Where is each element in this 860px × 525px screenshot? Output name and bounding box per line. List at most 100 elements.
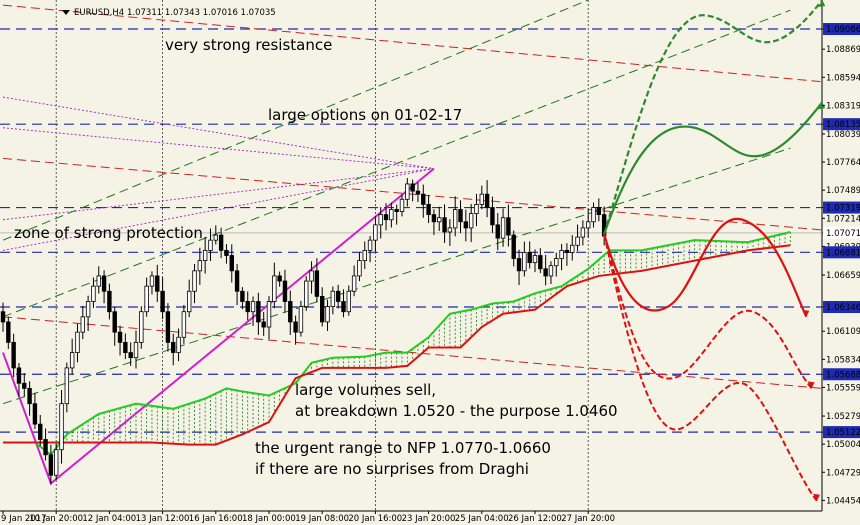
forecast-arrow-icon xyxy=(812,493,820,501)
channel-line-green xyxy=(2,0,589,241)
symbol-label: EURUSD,H4 xyxy=(74,8,124,18)
price-label: 1.05279 xyxy=(826,412,860,422)
forecast-green-solid xyxy=(603,101,824,235)
candle-body xyxy=(495,224,500,239)
candle-body xyxy=(511,234,516,259)
candle-body xyxy=(516,258,522,272)
candle-body xyxy=(11,341,16,369)
candle-body xyxy=(75,331,80,353)
price-label: 1.06346 xyxy=(826,303,860,313)
price-label: 1.06659 xyxy=(826,271,860,281)
candle-body xyxy=(213,234,218,241)
candle-body xyxy=(580,227,586,238)
candle-body xyxy=(591,207,596,223)
candle-body xyxy=(155,275,160,292)
price-label: 1.05688 xyxy=(826,370,860,380)
forecast-red-dashed-2 xyxy=(603,233,818,502)
price-highlight-box xyxy=(823,118,860,131)
candle-body xyxy=(181,311,187,338)
time-label: 18 Jan 00:00 xyxy=(242,514,296,524)
candle-body xyxy=(431,214,437,223)
candle-body xyxy=(532,255,538,264)
price-label: 1.04729 xyxy=(826,468,860,478)
candle-body xyxy=(101,275,107,292)
price-highlight-box xyxy=(823,368,860,381)
candle-body xyxy=(54,449,59,476)
candle-body xyxy=(192,270,197,292)
candle-body xyxy=(575,236,580,246)
candle-body xyxy=(16,367,22,384)
dropdown-arrow-icon[interactable] xyxy=(62,10,70,15)
time-label: 9 Jan 2017 xyxy=(1,514,47,524)
candle-body xyxy=(426,203,431,216)
price-highlight-box xyxy=(823,201,860,214)
time-label: 19 Jan 08:00 xyxy=(295,514,349,524)
candle-body xyxy=(474,203,479,214)
price-label: 1.06881 xyxy=(826,248,860,258)
candle-body xyxy=(335,290,341,302)
pitchfork-line xyxy=(2,127,434,170)
price-label: 1.09066 xyxy=(826,25,860,35)
price-label: 1.04454 xyxy=(826,496,860,506)
candle-body xyxy=(559,249,564,259)
candle-body xyxy=(500,217,506,239)
candle-body xyxy=(160,290,165,313)
candle-body xyxy=(351,275,357,292)
candle-body xyxy=(112,311,117,333)
candle-body xyxy=(59,403,64,451)
candle-body xyxy=(240,290,245,302)
candle-body xyxy=(176,336,181,353)
time-label: 16 Jan 16:00 xyxy=(189,514,243,524)
candle-body xyxy=(234,270,240,292)
candle-body xyxy=(107,290,112,313)
candle-body xyxy=(261,321,266,328)
candle-body xyxy=(229,255,234,272)
annotation-urgent-line2: if there are no surprises from Draghi xyxy=(255,460,529,478)
price-label: 1.05122 xyxy=(826,428,860,438)
candle-body xyxy=(272,275,277,302)
candle-body xyxy=(543,268,548,277)
candle-body xyxy=(256,301,261,323)
candle-body xyxy=(32,403,38,425)
candle-body xyxy=(22,382,27,389)
candle-body xyxy=(548,265,554,277)
candle-body xyxy=(554,258,559,267)
candle-body xyxy=(245,301,250,313)
pitchfork-line xyxy=(2,168,435,251)
candle-body xyxy=(389,209,394,221)
price-label: 1.06109 xyxy=(826,327,860,337)
candle-body xyxy=(293,321,298,333)
annotation-urgent-line1: the urgent range to NFP 1.0770-1.0660 xyxy=(255,439,551,457)
candle-body xyxy=(346,290,351,313)
candle-body xyxy=(415,190,421,195)
candle-body xyxy=(171,341,176,353)
candle-body xyxy=(522,252,527,272)
candle-body xyxy=(165,311,171,343)
forecast-arrow-icon xyxy=(807,381,815,389)
price-label: 1.05559 xyxy=(826,383,860,393)
price-highlight-box xyxy=(823,426,860,439)
candle-body xyxy=(96,275,101,287)
cloud-line-green xyxy=(3,231,791,457)
candle-body xyxy=(490,207,495,226)
forecast-red-dashed-1 xyxy=(603,233,813,389)
candle-body xyxy=(437,217,442,223)
candle-body xyxy=(69,352,75,369)
candle-body xyxy=(48,454,54,476)
channel-line-green xyxy=(2,147,791,405)
candle-body xyxy=(452,209,458,229)
candle-body xyxy=(123,341,128,353)
candle-body xyxy=(463,221,469,229)
candle-body xyxy=(208,239,213,251)
candle-body xyxy=(0,311,6,323)
chart-header: EURUSD,H4 1.07311 1.07343 1.07016 1.0703… xyxy=(62,8,276,18)
candle-body xyxy=(410,183,415,192)
candle-body xyxy=(282,280,288,302)
candle-body xyxy=(399,198,405,212)
candle-body xyxy=(202,249,208,262)
candle-body xyxy=(197,260,203,272)
candle-body xyxy=(378,214,383,226)
